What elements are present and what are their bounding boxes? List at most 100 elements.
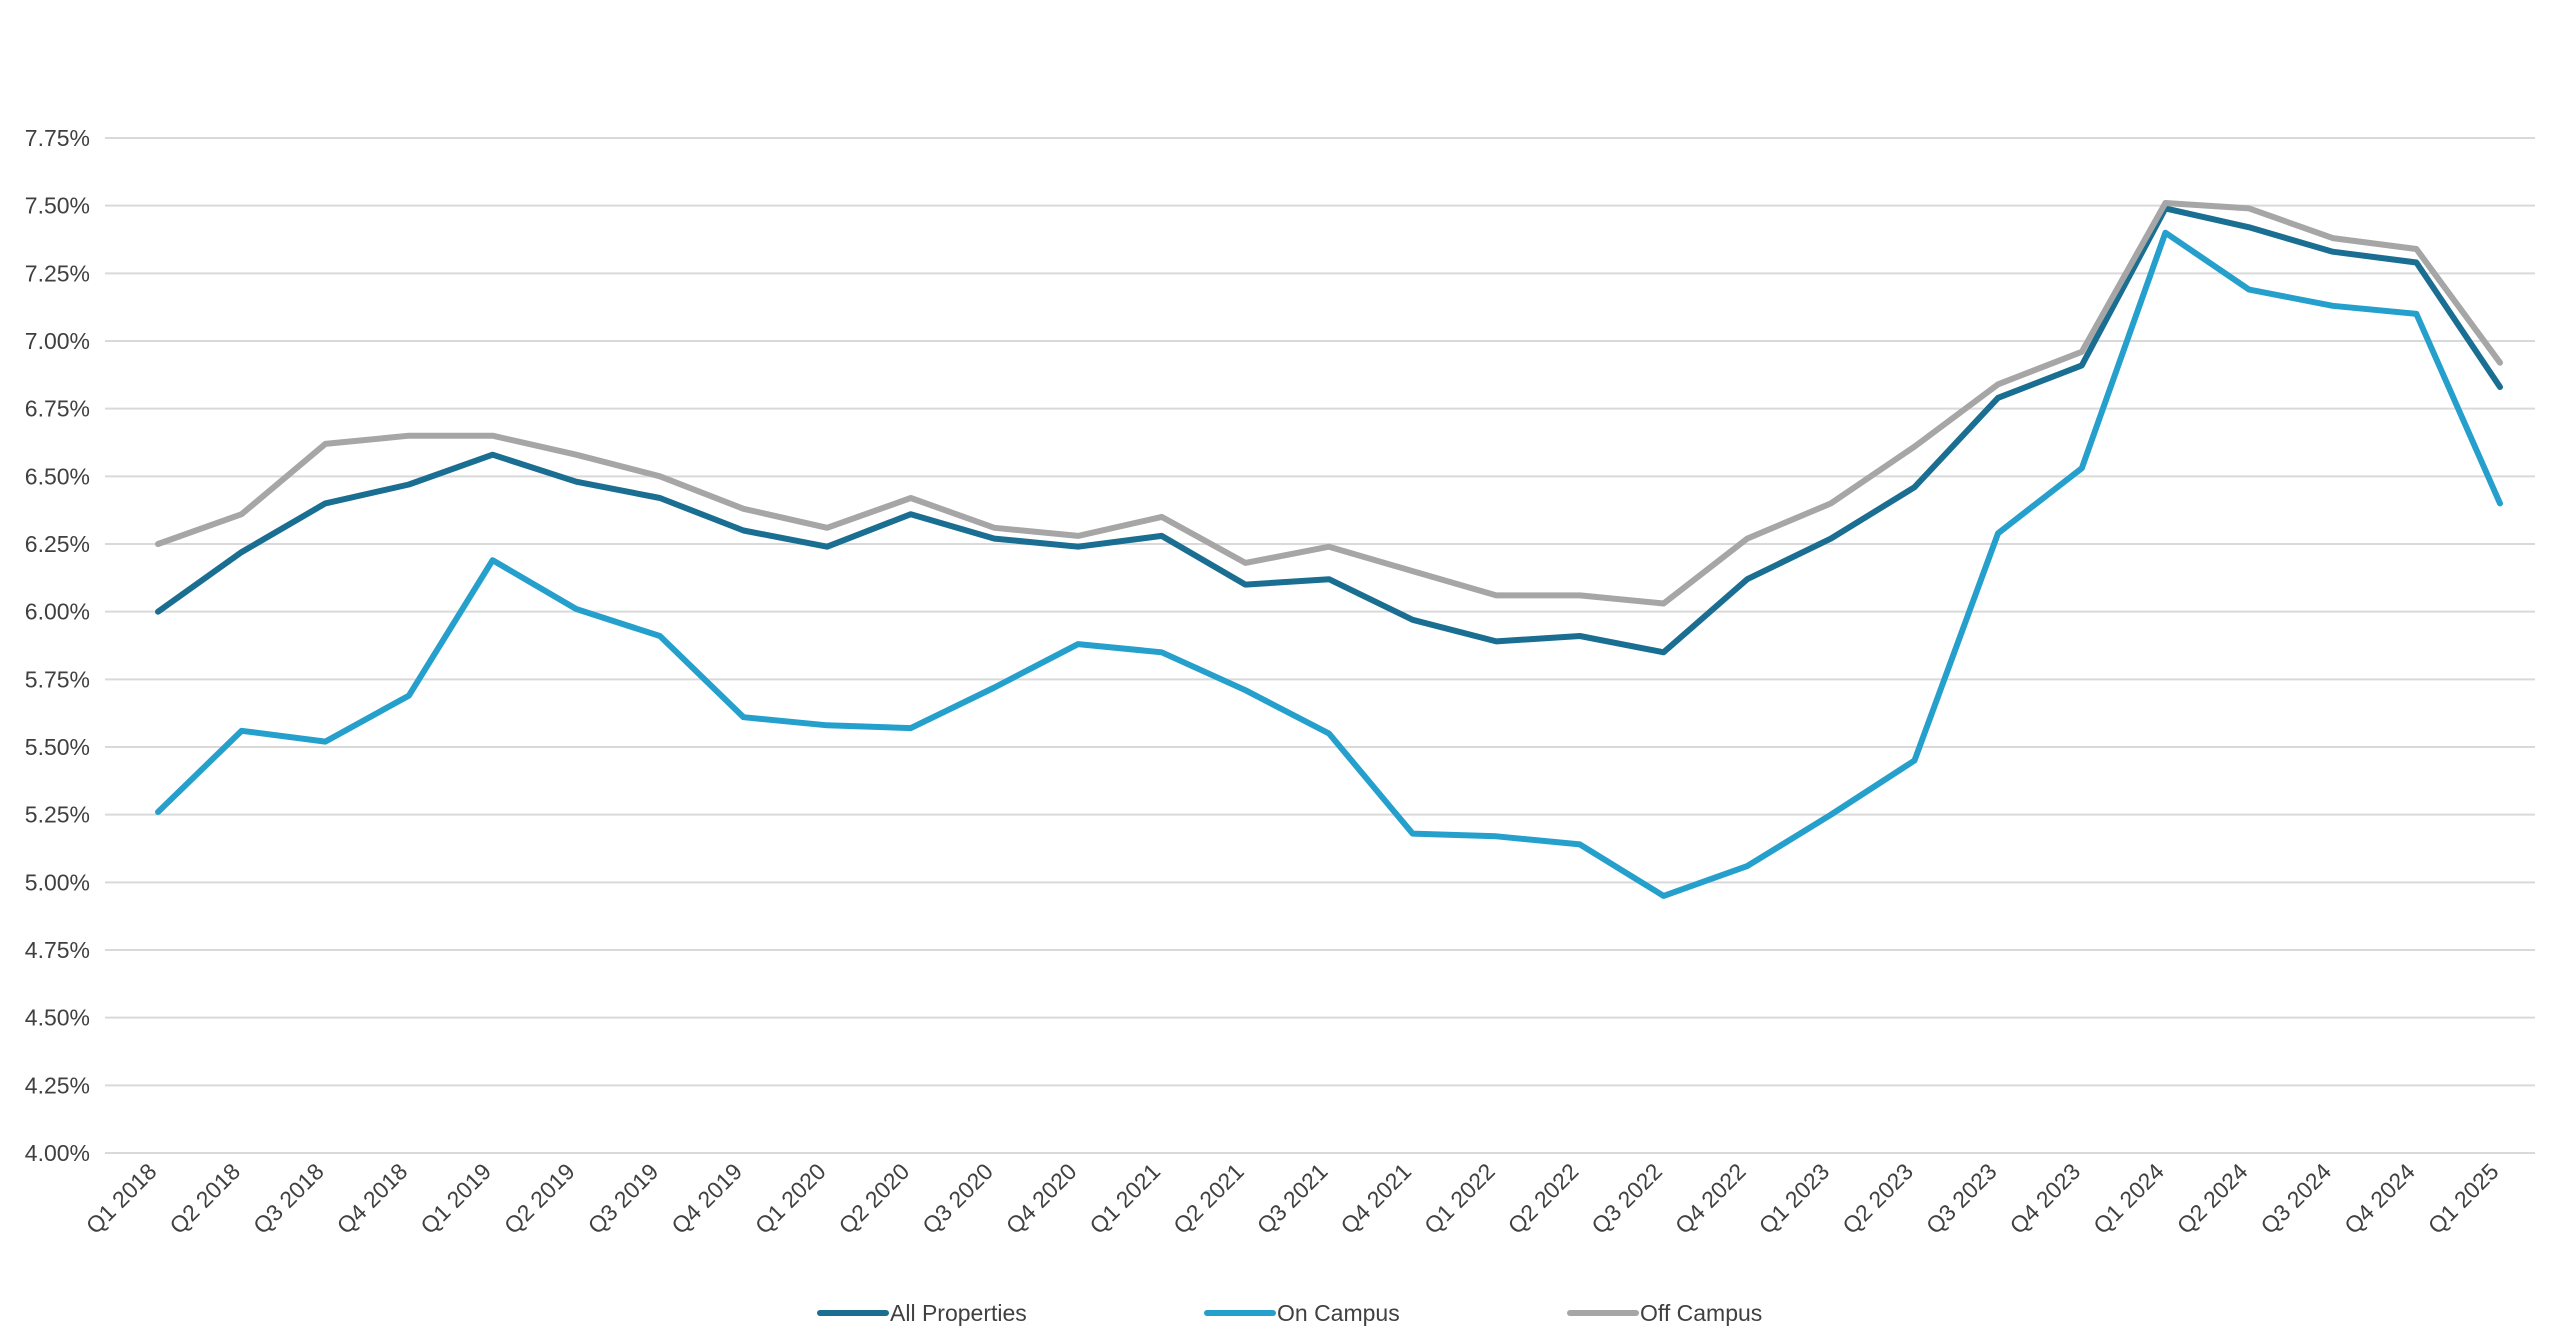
data-point — [490, 452, 496, 458]
x-tick-label: Q1 2018 — [81, 1158, 162, 1239]
x-tick-label: Q4 2019 — [666, 1158, 747, 1239]
data-point — [657, 473, 663, 479]
data-point — [1326, 576, 1332, 582]
data-point — [1995, 530, 2001, 536]
y-tick-label: 5.50% — [25, 734, 90, 760]
series-lines — [155, 200, 2503, 899]
data-point — [908, 495, 914, 501]
y-axis: 4.00% 4.25% 4.50% 4.75% 5.00% 5.25% 5.50% 5.75%… — [25, 125, 90, 1166]
x-tick-label: Q3 2023 — [1921, 1158, 2002, 1239]
y-tick-label: 4.75% — [25, 937, 90, 963]
legend: All Properties On Campus Off Campus — [817, 1300, 1762, 1326]
data-point — [1242, 560, 1248, 566]
data-point — [1326, 544, 1332, 550]
data-point — [1744, 576, 1750, 582]
data-point — [490, 433, 496, 439]
y-tick-label: 4.50% — [25, 1005, 90, 1031]
gridlines — [105, 137, 2535, 1154]
data-point — [2413, 246, 2419, 252]
data-point — [573, 479, 579, 485]
data-point — [1410, 617, 1416, 623]
series-off-campus — [155, 200, 2503, 607]
data-point — [406, 481, 412, 487]
x-tick-label: Q3 2021 — [1252, 1158, 1333, 1239]
y-tick-label: 5.25% — [25, 802, 90, 828]
y-tick-label: 5.75% — [25, 666, 90, 692]
data-point — [155, 809, 161, 815]
x-tick-label: Q4 2018 — [332, 1158, 413, 1239]
data-point — [1828, 812, 1834, 818]
data-point — [1828, 500, 1834, 506]
data-point — [1744, 863, 1750, 869]
data-point — [2246, 205, 2252, 211]
data-point — [1493, 592, 1499, 598]
data-point — [1075, 544, 1081, 550]
x-tick-label: Q2 2024 — [2172, 1158, 2253, 1239]
data-point — [741, 714, 747, 720]
data-point — [1661, 893, 1667, 899]
data-point — [2497, 384, 2503, 390]
data-point — [741, 527, 747, 533]
data-point — [573, 452, 579, 458]
y-tick-label: 6.25% — [25, 531, 90, 557]
data-point — [2330, 249, 2336, 255]
data-point — [1744, 536, 1750, 542]
data-point — [1577, 841, 1583, 847]
data-point — [1577, 592, 1583, 598]
data-point — [406, 693, 412, 699]
data-point — [2079, 349, 2085, 355]
data-point — [1912, 484, 1918, 490]
series-on-campus — [155, 229, 2503, 899]
legend-item: On Campus — [1204, 1300, 1400, 1326]
data-point — [2246, 287, 2252, 293]
x-tick-label: Q2 2023 — [1837, 1158, 1918, 1239]
legend-item: Off Campus — [1567, 1300, 1762, 1326]
data-point — [322, 441, 328, 447]
y-tick-label: 7.50% — [25, 193, 90, 219]
x-tick-label: Q1 2023 — [1754, 1158, 1835, 1239]
x-tick-label: Q1 2024 — [2088, 1158, 2169, 1239]
data-point — [2330, 303, 2336, 309]
x-tick-label: Q2 2019 — [499, 1158, 580, 1239]
data-point — [573, 606, 579, 612]
data-point — [657, 495, 663, 501]
data-point — [2079, 362, 2085, 368]
data-point — [239, 511, 245, 517]
data-point — [406, 433, 412, 439]
data-point — [2246, 224, 2252, 230]
data-point — [322, 739, 328, 745]
x-tick-label: Q3 2019 — [583, 1158, 664, 1239]
x-tick-label: Q4 2020 — [1001, 1158, 1082, 1239]
data-point — [322, 500, 328, 506]
data-point — [2079, 465, 2085, 471]
data-point — [1326, 730, 1332, 736]
data-point — [908, 511, 914, 517]
data-point — [1577, 633, 1583, 639]
y-tick-label: 6.00% — [25, 599, 90, 625]
data-point — [741, 506, 747, 512]
data-point — [1159, 533, 1165, 539]
series-line — [155, 200, 2503, 607]
data-point — [1995, 395, 2001, 401]
x-tick-label: Q3 2024 — [2255, 1158, 2336, 1239]
x-tick-label: Q4 2023 — [2005, 1158, 2086, 1239]
data-point — [1410, 568, 1416, 574]
data-point — [1493, 638, 1499, 644]
data-point — [1661, 601, 1667, 607]
data-point — [908, 725, 914, 731]
legend-label: Off Campus — [1640, 1300, 1762, 1326]
series-line — [155, 229, 2503, 899]
x-tick-label: Q2 2021 — [1168, 1158, 1249, 1239]
data-point — [991, 684, 997, 690]
legend-label: All Properties — [890, 1300, 1027, 1326]
x-tick-label: Q1 2022 — [1419, 1158, 1500, 1239]
data-point — [490, 557, 496, 563]
y-tick-label: 6.50% — [25, 463, 90, 489]
data-point — [1912, 444, 1918, 450]
y-tick-label: 6.75% — [25, 396, 90, 422]
data-point — [1828, 536, 1834, 542]
data-point — [824, 722, 830, 728]
series-all-properties — [155, 205, 2503, 656]
data-point — [1075, 533, 1081, 539]
